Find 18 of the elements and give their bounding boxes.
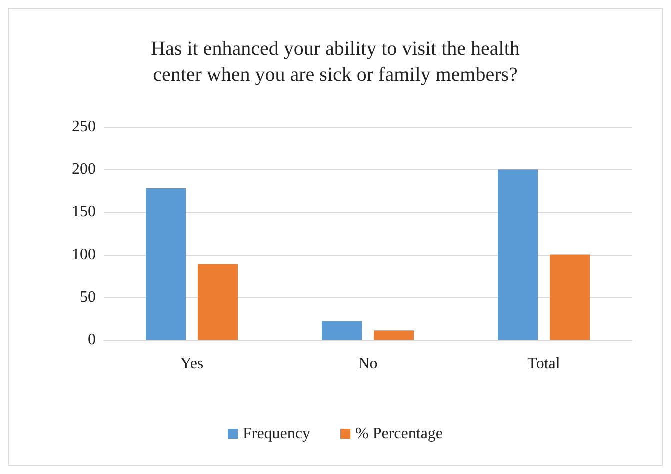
y-tick-label: 100: [72, 246, 96, 264]
y-tick-label: 200: [72, 161, 96, 178]
y-tick-label: 250: [72, 118, 96, 136]
x-tick-label: Total: [528, 356, 561, 372]
bar: [374, 330, 414, 340]
bar: [550, 254, 590, 340]
bar: [322, 321, 362, 340]
y-tick-label: 50: [80, 288, 96, 306]
y-tick-label: 0: [88, 332, 96, 348]
legend-label: % Percentage: [356, 426, 444, 442]
legend-label: Frequency: [242, 426, 311, 442]
y-tick-label: 150: [72, 204, 96, 221]
x-tick-label: Yes: [180, 356, 204, 372]
bar: [146, 188, 186, 340]
chart-title: Has it enhanced your ability to visit the health center when you are sick or family members?: [151, 38, 520, 86]
bar: [498, 170, 538, 340]
x-tick-label: No: [358, 356, 378, 372]
bar: [198, 264, 238, 340]
